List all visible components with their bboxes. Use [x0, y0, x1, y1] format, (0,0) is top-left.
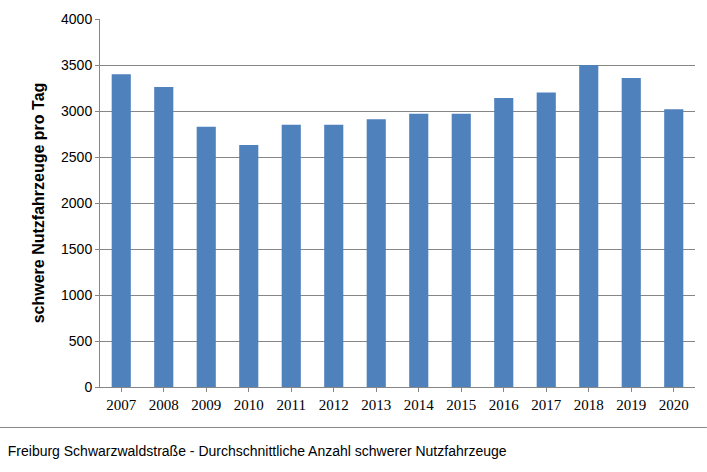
svg-text:schwere Nutzfahrzeuge pro Tag: schwere Nutzfahrzeuge pro Tag	[30, 83, 47, 324]
svg-text:2015: 2015	[446, 397, 476, 413]
svg-text:1000: 1000	[61, 287, 92, 303]
svg-text:Freiburg Schwarzwaldstraße - D: Freiburg Schwarzwaldstraße - Durchschnit…	[8, 443, 507, 459]
svg-text:2010: 2010	[234, 397, 264, 413]
svg-text:2009: 2009	[191, 397, 221, 413]
svg-text:2019: 2019	[616, 397, 646, 413]
svg-text:2011: 2011	[277, 397, 306, 413]
svg-text:3500: 3500	[61, 57, 92, 73]
svg-text:2017: 2017	[531, 397, 562, 413]
svg-text:500: 500	[69, 333, 93, 349]
svg-text:1500: 1500	[61, 241, 92, 257]
svg-text:2012: 2012	[319, 397, 349, 413]
svg-text:0: 0	[84, 379, 92, 395]
svg-text:2014: 2014	[404, 397, 435, 413]
svg-text:2008: 2008	[149, 397, 179, 413]
svg-text:2000: 2000	[61, 195, 92, 211]
svg-text:2007: 2007	[106, 397, 137, 413]
svg-text:2500: 2500	[61, 149, 92, 165]
svg-text:2020: 2020	[659, 397, 689, 413]
svg-text:2018: 2018	[574, 397, 604, 413]
svg-text:3000: 3000	[61, 103, 92, 119]
svg-text:2016: 2016	[489, 397, 520, 413]
svg-text:4000: 4000	[61, 11, 92, 27]
svg-text:2013: 2013	[361, 397, 391, 413]
